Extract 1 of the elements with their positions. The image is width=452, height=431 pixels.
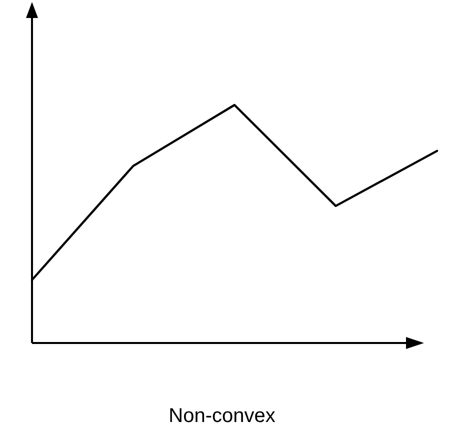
text: Non-convex [168, 405, 276, 427]
